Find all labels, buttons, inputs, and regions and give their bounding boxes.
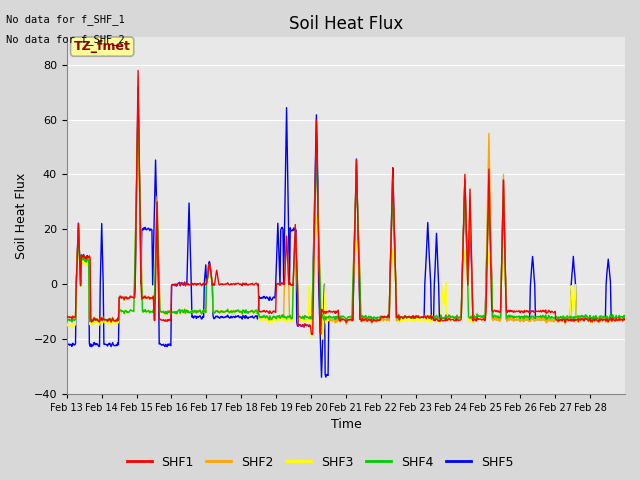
Text: TZ_fmet: TZ_fmet [74,40,131,53]
SHF2 [232,307,239,313]
SHF3 [129,308,136,313]
Line: SHF3: SHF3 [67,126,625,339]
Y-axis label: Soil Heat Flux: Soil Heat Flux [15,172,28,259]
SHF5 [317,374,325,380]
SHF1 [621,317,629,323]
SHF4 [129,308,137,314]
SHF1 [129,295,136,300]
SHF4 [232,309,240,314]
Line: SHF1: SHF1 [67,71,625,335]
SHF3 [134,123,142,129]
SHF5 [259,295,267,301]
SHF5 [280,237,288,243]
SHF1 [134,68,142,73]
SHF1 [280,282,288,288]
SHF2 [134,109,142,115]
SHF1 [63,313,70,319]
SHF4 [621,314,629,320]
SHF3 [436,319,444,325]
SHF3 [405,316,413,322]
SHF5 [129,294,136,300]
SHF4 [63,315,70,321]
Text: No data for f_SHF_2: No data for f_SHF_2 [6,34,125,45]
SHF4 [436,316,444,322]
SHF3 [259,317,267,323]
SHF2 [63,314,70,320]
SHF4 [88,319,95,325]
SHF1 [308,332,316,337]
SHF4 [134,103,142,109]
SHF4 [281,314,289,320]
SHF2 [436,317,444,323]
Line: SHF5: SHF5 [67,87,625,377]
SHF2 [342,321,350,327]
Line: SHF4: SHF4 [67,106,625,322]
SHF1 [232,280,239,286]
SHF5 [232,313,239,319]
SHF5 [134,84,142,90]
SHF1 [405,314,413,320]
SHF3 [621,317,629,323]
Legend: SHF1, SHF2, SHF3, SHF4, SHF5: SHF1, SHF2, SHF3, SHF4, SHF5 [122,451,518,474]
Text: No data for f_SHF_1: No data for f_SHF_1 [6,14,125,25]
SHF2 [621,317,629,323]
SHF4 [405,313,413,319]
SHF2 [259,314,267,320]
X-axis label: Time: Time [330,419,361,432]
Title: Soil Heat Flux: Soil Heat Flux [289,15,403,33]
SHF5 [63,340,70,346]
SHF5 [405,313,413,319]
Line: SHF2: SHF2 [67,112,625,324]
SHF4 [260,312,268,318]
SHF2 [280,282,288,288]
SHF2 [405,313,413,319]
SHF1 [436,318,444,324]
SHF5 [436,316,444,322]
SHF5 [621,317,629,323]
SHF3 [232,307,239,313]
SHF3 [280,318,288,324]
SHF3 [319,336,327,342]
SHF2 [129,294,136,300]
SHF3 [63,320,70,326]
SHF1 [259,309,267,314]
